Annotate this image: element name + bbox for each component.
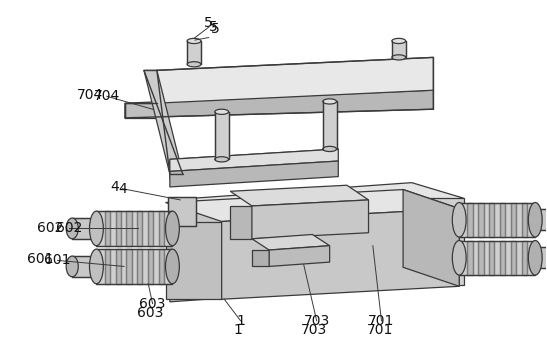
- Polygon shape: [459, 240, 536, 275]
- Text: 5: 5: [205, 16, 213, 30]
- Polygon shape: [489, 240, 494, 275]
- Polygon shape: [137, 211, 142, 246]
- Text: 5: 5: [211, 22, 219, 36]
- Text: 701: 701: [366, 323, 393, 338]
- Text: 1: 1: [234, 323, 242, 338]
- Ellipse shape: [166, 249, 179, 284]
- Ellipse shape: [215, 157, 229, 162]
- Text: 601: 601: [27, 252, 53, 266]
- Polygon shape: [96, 249, 172, 284]
- Polygon shape: [500, 203, 505, 237]
- Polygon shape: [522, 203, 527, 237]
- Polygon shape: [403, 190, 459, 286]
- Ellipse shape: [66, 218, 78, 239]
- Polygon shape: [168, 197, 196, 226]
- Polygon shape: [479, 203, 484, 237]
- Ellipse shape: [90, 211, 103, 246]
- Text: 4: 4: [118, 182, 127, 196]
- Text: 1: 1: [236, 314, 245, 328]
- Ellipse shape: [166, 211, 179, 246]
- Polygon shape: [126, 211, 132, 246]
- Ellipse shape: [90, 249, 103, 284]
- Polygon shape: [170, 198, 412, 302]
- Polygon shape: [125, 103, 157, 118]
- Polygon shape: [392, 41, 406, 57]
- Polygon shape: [170, 149, 338, 172]
- Polygon shape: [536, 247, 547, 268]
- Polygon shape: [159, 249, 164, 284]
- Polygon shape: [468, 240, 473, 275]
- Ellipse shape: [215, 109, 229, 114]
- Text: 5: 5: [209, 20, 218, 34]
- Polygon shape: [489, 203, 494, 237]
- Text: 701: 701: [368, 314, 395, 328]
- Ellipse shape: [528, 240, 542, 275]
- Text: 703: 703: [301, 323, 327, 338]
- Polygon shape: [148, 249, 153, 284]
- Ellipse shape: [528, 203, 542, 237]
- Text: 603: 603: [137, 306, 163, 320]
- Polygon shape: [187, 41, 201, 64]
- Polygon shape: [323, 101, 336, 149]
- Ellipse shape: [323, 99, 336, 104]
- Polygon shape: [215, 112, 229, 159]
- Text: 603: 603: [139, 296, 166, 310]
- Polygon shape: [144, 70, 183, 174]
- Polygon shape: [166, 190, 459, 222]
- Polygon shape: [269, 246, 330, 267]
- Polygon shape: [125, 90, 433, 118]
- Polygon shape: [115, 249, 121, 284]
- Text: 703: 703: [304, 314, 330, 328]
- Polygon shape: [511, 240, 516, 275]
- Polygon shape: [412, 198, 463, 285]
- Polygon shape: [72, 218, 96, 239]
- Ellipse shape: [323, 147, 336, 151]
- Polygon shape: [126, 249, 132, 284]
- Text: 602: 602: [37, 221, 63, 236]
- Ellipse shape: [452, 240, 466, 275]
- Ellipse shape: [392, 55, 406, 60]
- Ellipse shape: [187, 38, 201, 44]
- Polygon shape: [522, 240, 527, 275]
- Polygon shape: [459, 203, 536, 237]
- Text: 4: 4: [110, 180, 119, 194]
- Polygon shape: [252, 235, 330, 250]
- Polygon shape: [72, 256, 96, 277]
- Polygon shape: [104, 249, 110, 284]
- Polygon shape: [170, 149, 338, 178]
- Polygon shape: [159, 211, 164, 246]
- Text: 704: 704: [94, 89, 120, 103]
- Polygon shape: [479, 240, 484, 275]
- Polygon shape: [170, 161, 338, 187]
- Polygon shape: [536, 209, 547, 230]
- Polygon shape: [511, 203, 516, 237]
- Polygon shape: [252, 200, 369, 239]
- Text: 602: 602: [56, 221, 82, 236]
- Polygon shape: [230, 206, 252, 239]
- Ellipse shape: [452, 203, 466, 237]
- Polygon shape: [157, 57, 433, 103]
- Polygon shape: [137, 249, 142, 284]
- Ellipse shape: [66, 256, 78, 277]
- Polygon shape: [252, 250, 269, 267]
- Polygon shape: [500, 240, 505, 275]
- Polygon shape: [170, 183, 463, 215]
- Polygon shape: [468, 203, 473, 237]
- Polygon shape: [96, 211, 172, 246]
- Polygon shape: [115, 211, 121, 246]
- Polygon shape: [148, 211, 153, 246]
- Ellipse shape: [187, 62, 201, 67]
- Text: 704: 704: [77, 88, 103, 102]
- Ellipse shape: [392, 38, 406, 44]
- Polygon shape: [222, 208, 459, 299]
- Polygon shape: [166, 222, 222, 299]
- Text: 601: 601: [44, 253, 71, 267]
- Polygon shape: [104, 211, 110, 246]
- Polygon shape: [230, 185, 369, 206]
